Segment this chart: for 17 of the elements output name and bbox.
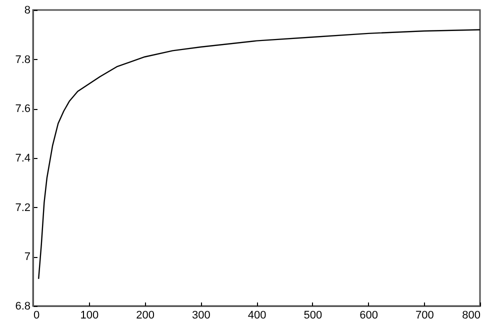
y-tick-label: 7.8 xyxy=(15,54,30,66)
x-tick-label: 600 xyxy=(360,310,378,322)
y-tick-label: 7.4 xyxy=(15,152,30,164)
line-series xyxy=(38,29,480,280)
x-tick-label: 100 xyxy=(80,310,99,322)
y-tick-label: 6.8 xyxy=(15,300,30,312)
x-tick-label: 800 xyxy=(462,310,480,322)
x-tick-label: 400 xyxy=(248,310,266,322)
x-tick-label: 200 xyxy=(136,310,154,322)
x-tick-label: 300 xyxy=(192,310,210,322)
x-tick-label: 700 xyxy=(415,310,434,322)
y-tick-label: 7 xyxy=(24,251,30,264)
y-tick-label: 8 xyxy=(24,4,30,16)
x-tick-label: 500 xyxy=(304,310,322,322)
y-tick-label: 7.6 xyxy=(15,103,30,116)
x-tick-label: 0 xyxy=(34,310,40,322)
y-tick-label: 7.2 xyxy=(15,202,30,214)
